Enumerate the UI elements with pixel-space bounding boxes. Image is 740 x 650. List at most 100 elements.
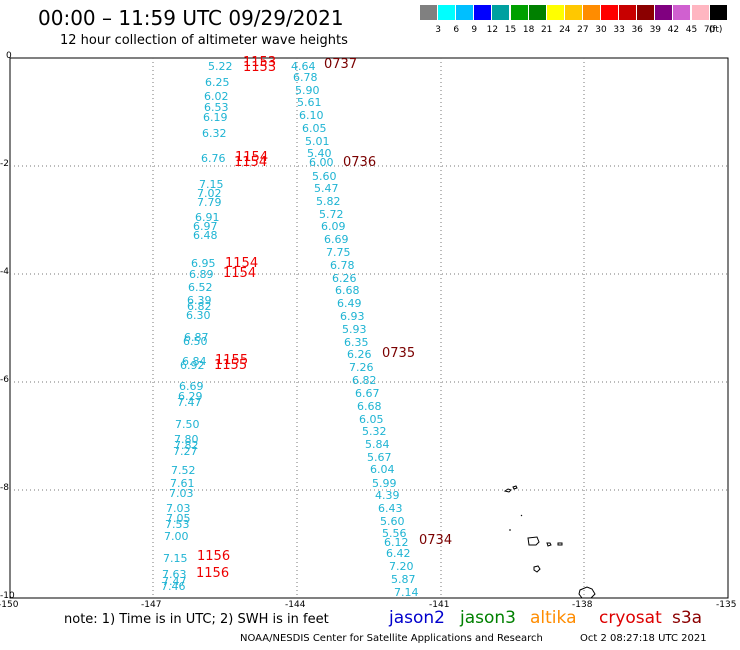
swh-label: 7.79 — [197, 196, 222, 209]
swh-label: 6.68 — [335, 284, 360, 297]
swh-label: 6.69 — [179, 380, 204, 393]
legend-label: 33 — [613, 25, 625, 35]
legend-label: 42 — [667, 25, 680, 35]
legend-swatch — [492, 5, 510, 20]
legend-label: (ft) — [708, 25, 723, 35]
swh-label: 7.26 — [349, 361, 374, 374]
satellite-name: jason3 — [460, 608, 516, 628]
swh-label: 6.48 — [193, 229, 218, 242]
swh-label: 5.22 — [208, 60, 233, 73]
swh-label: 6.67 — [355, 387, 380, 400]
swh-label: 6.76 — [201, 152, 226, 165]
map-subtitle: 12 hour collection of altimeter wave hei… — [60, 33, 348, 48]
pass-time-label: 1155 — [214, 358, 248, 373]
legend-swatch — [474, 5, 492, 20]
island — [578, 586, 596, 599]
swh-label: 5.47 — [314, 182, 339, 195]
swh-label: 7.80 — [174, 433, 199, 446]
legend-swatch — [582, 5, 600, 20]
pass-time-label: 1156 — [196, 566, 230, 581]
swh-label: 7.50 — [175, 418, 200, 431]
footer-note: note: 1) Time is in UTC; 2) SWH is in fe… — [64, 612, 329, 627]
swh-label: 7.61 — [170, 477, 195, 490]
swh-label: 6.04 — [370, 463, 395, 476]
swh-label: 6.05 — [302, 122, 327, 135]
legend-label: 9 — [471, 25, 478, 35]
swh-label: 6.29 — [178, 390, 203, 403]
legend-label: 12 — [486, 25, 499, 35]
swh-label: 6.52 — [188, 281, 213, 294]
swh-label: 6.53 — [204, 101, 229, 114]
legend-label: 36 — [631, 25, 643, 35]
swh-label: 4.64 — [291, 60, 316, 73]
swh-label: 7.52 — [171, 464, 196, 477]
swh-label: 5.60 — [312, 170, 337, 183]
swh-label: 6.78 — [293, 71, 318, 84]
swh-label: 7.46 — [161, 580, 186, 593]
y-tick-label: -6 — [0, 375, 9, 385]
legend-label: 15 — [504, 25, 517, 35]
swh-label: 6.50 — [183, 335, 208, 348]
swh-label: 7.63 — [162, 568, 187, 581]
legend-label: 39 — [649, 25, 662, 35]
swh-label: 5.40 — [307, 147, 332, 160]
island — [527, 536, 540, 546]
swh-label: 6.10 — [299, 109, 324, 122]
swh-label: 7.27 — [173, 445, 198, 458]
island — [503, 485, 518, 493]
pass-time-label: 1153 — [243, 60, 277, 75]
swh-label: 6.00 — [309, 156, 334, 169]
x-tick-label: -144 — [285, 600, 306, 610]
swh-label: 7.75 — [326, 246, 351, 259]
swh-label: 5.84 — [365, 438, 390, 451]
swh-label: 6.05 — [359, 413, 384, 426]
swh-label: 6.19 — [203, 111, 228, 124]
swh-label: 6.49 — [337, 297, 362, 310]
legend-swatch — [709, 5, 727, 20]
swh-label: 6.43 — [378, 502, 403, 515]
legend-swatch — [456, 5, 474, 20]
swh-label: 6.93 — [340, 310, 365, 323]
swh-label: 6.32 — [202, 127, 227, 140]
swh-label: 6.69 — [324, 233, 349, 246]
x-tick-label: -141 — [429, 600, 450, 610]
legend-swatch — [655, 5, 673, 20]
y-tick-label: -4 — [0, 267, 9, 277]
swh-label: 7.20 — [389, 560, 414, 573]
swh-label: 7.82 — [174, 439, 199, 452]
swh-label: 6.26 — [332, 272, 357, 285]
legend-swatch — [601, 5, 618, 20]
island — [509, 514, 523, 531]
swh-label: 6.92 — [180, 359, 205, 372]
swh-label: 5.93 — [342, 323, 367, 336]
swh-label: 6.39 — [187, 294, 212, 307]
swh-label: 6.35 — [344, 336, 369, 349]
swh-label: 6.30 — [186, 309, 211, 322]
y-tick-label: -2 — [0, 159, 9, 169]
map-title: 00:00 – 11:59 UTC 09/29/2021 — [38, 6, 344, 30]
swh-label: 5.60 — [380, 515, 405, 528]
swh-label: 6.84 — [182, 355, 207, 368]
swh-label: 7.00 — [164, 530, 189, 543]
legend-swatch — [510, 5, 528, 20]
swh-label: 7.02 — [197, 187, 222, 200]
satellite-name: cryosat — [599, 608, 662, 628]
swh-label: 6.12 — [384, 536, 409, 549]
legend-swatch — [528, 5, 546, 20]
legend-label: 6 — [453, 25, 460, 35]
satellite-name: s3a — [672, 608, 703, 628]
legend-label: 70 — [703, 25, 716, 35]
pass-time-label: 0734 — [419, 533, 453, 548]
pass-time-label: 0736 — [343, 155, 377, 170]
legend-swatch — [691, 5, 709, 20]
swh-label: 6.78 — [330, 259, 355, 272]
swh-label: 7.47 — [162, 575, 187, 588]
generated-timestamp: Oct 2 08:27:18 UTC 2021 — [580, 633, 707, 644]
swh-label: 5.72 — [319, 208, 344, 221]
x-tick-label: -150 — [0, 600, 19, 610]
swh-label: 7.47 — [177, 396, 202, 409]
legend-swatch — [420, 5, 437, 20]
swh-label: 5.56 — [382, 527, 407, 540]
y-tick-label: -10 — [0, 591, 15, 601]
